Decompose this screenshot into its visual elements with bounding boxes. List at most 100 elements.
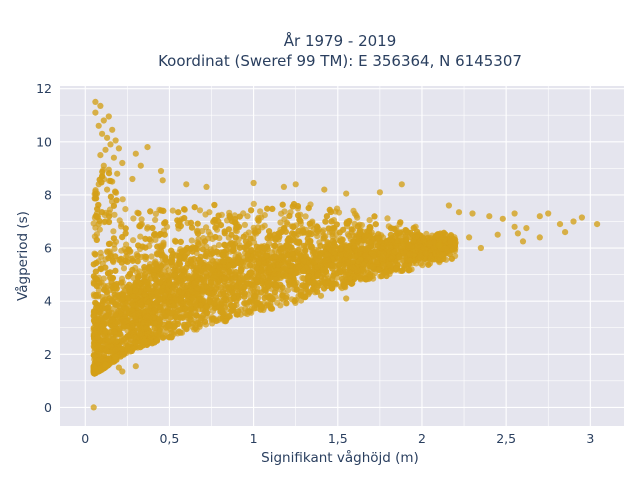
scatter-point (263, 252, 270, 259)
scatter-point (299, 227, 306, 234)
scatter-point (196, 321, 204, 328)
scatter-point (228, 231, 235, 238)
scatter-point (314, 288, 321, 295)
scatter-point (187, 305, 194, 312)
scatter-point (340, 226, 347, 233)
scatter-point (189, 295, 196, 302)
scatter-point (122, 206, 129, 213)
scatter-point (173, 278, 180, 285)
scatter-point (286, 212, 293, 219)
scatter-point (227, 240, 234, 248)
scatter-point (153, 337, 160, 344)
scatter-point (125, 273, 132, 280)
scatter-point (281, 216, 288, 223)
scatter-point (96, 279, 103, 286)
scatter-point (266, 228, 273, 235)
scatter-point (184, 282, 191, 289)
scatter-point (294, 203, 301, 210)
scatter-point (305, 273, 312, 280)
chart-title-line-2: Koordinat (Sweref 99 TM): E 356364, N 61… (158, 52, 522, 70)
scatter-point (165, 267, 172, 274)
scatter-point (289, 250, 296, 257)
scatter-point (336, 267, 343, 275)
scatter-point (236, 244, 243, 251)
scatter-point (288, 244, 295, 251)
scatter-point (212, 234, 219, 241)
scatter-point (274, 299, 281, 306)
scatter-point (191, 204, 198, 211)
scatter-points (90, 98, 601, 411)
scatter-point (104, 337, 111, 344)
scatter-point (112, 188, 119, 195)
scatter-point (158, 207, 165, 214)
scatter-point (261, 245, 268, 252)
scatter-point (124, 258, 131, 265)
scatter-point (123, 241, 130, 248)
scatter-point (425, 261, 432, 268)
scatter-point (222, 318, 229, 325)
scatter-point (174, 307, 181, 314)
scatter-point (177, 314, 184, 321)
scatter-point (405, 267, 412, 274)
scatter-point (232, 274, 239, 281)
scatter-point (322, 280, 329, 287)
scatter-point (337, 250, 344, 258)
scatter-point (344, 231, 351, 238)
scatter-point (264, 205, 271, 212)
scatter-point (92, 251, 99, 258)
scatter-point (436, 237, 443, 244)
scatter-point (246, 308, 253, 315)
scatter-point (195, 236, 202, 243)
scatter-point (144, 224, 151, 231)
scatter-point (311, 259, 318, 266)
scatter-point (168, 261, 175, 269)
scatter-point (308, 231, 315, 238)
scatter-point (147, 208, 154, 215)
scatter-point (226, 313, 233, 320)
scatter-point (371, 213, 378, 220)
scatter-point (149, 224, 156, 232)
scatter-point (220, 252, 227, 259)
scatter-point (324, 239, 331, 246)
scatter-point (366, 217, 373, 224)
scatter-point (391, 248, 398, 255)
scatter-point (119, 345, 126, 353)
scatter-point (384, 215, 391, 222)
scatter-point (221, 228, 228, 235)
scatter-point (193, 312, 200, 319)
scatter-point (248, 207, 255, 214)
scatter-point (195, 265, 202, 272)
scatter-point (98, 301, 105, 309)
scatter-point (114, 319, 121, 326)
scatter-point (225, 286, 232, 293)
scatter-point (305, 205, 312, 212)
scatter-point (250, 200, 257, 207)
scatter-point (283, 300, 290, 307)
scatter-point (124, 283, 131, 290)
scatter-point (346, 248, 353, 256)
scatter-point (220, 258, 227, 265)
scatter-point (238, 284, 245, 291)
scatter-point (279, 266, 286, 273)
scatter-point (203, 273, 210, 280)
scatter-point (215, 242, 223, 249)
scatter-point (290, 236, 297, 243)
scatter-point (157, 230, 164, 238)
scatter-point (130, 237, 137, 244)
scatter-point (152, 236, 159, 243)
scatter-point (297, 292, 304, 299)
scatter-point (326, 206, 333, 213)
scatter-point (201, 238, 208, 245)
scatter-point (289, 230, 296, 237)
scatter-point (330, 272, 337, 279)
scatter-point (314, 233, 321, 240)
scatter-point (287, 262, 294, 270)
scatter-point (220, 296, 227, 303)
scatter-point (202, 211, 209, 218)
scatter-point (367, 273, 374, 281)
scatter-point (265, 294, 273, 301)
scatter-point (306, 220, 313, 227)
scatter-point (119, 196, 126, 203)
scatter-point (99, 168, 106, 175)
scatter-point (137, 233, 144, 240)
